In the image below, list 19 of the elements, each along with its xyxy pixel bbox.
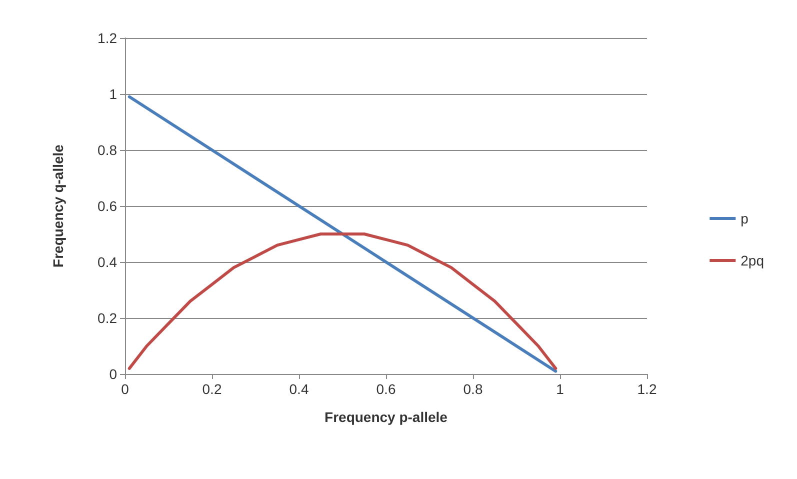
y-tick-label: 0.8 [98, 142, 118, 158]
y-tick-label: 0 [109, 366, 118, 382]
x-tick-label: 1 [556, 381, 564, 397]
y-tick-label: 0.6 [98, 198, 118, 214]
y-tick-label: 1.2 [98, 30, 118, 46]
legend-label: p [740, 210, 749, 226]
x-tick-label: 0.8 [463, 381, 483, 397]
line-series [128, 232, 558, 370]
x-tick-label: 0.4 [289, 381, 309, 397]
y-tick-label: 0.4 [98, 254, 118, 270]
x-tick-label: 0 [121, 381, 130, 397]
x-axis-title: Frequency p-allele [324, 409, 448, 425]
legend-label: 2pq [740, 252, 764, 268]
x-tick-label: 0.6 [376, 381, 396, 397]
x-tick-label: 1.2 [637, 381, 657, 397]
y-axis-title: Frequency q-allele [50, 144, 66, 268]
y-tick-label: 1 [109, 86, 118, 102]
x-tick-label: 0.2 [202, 381, 222, 397]
y-tick-label: 0.2 [98, 310, 118, 326]
